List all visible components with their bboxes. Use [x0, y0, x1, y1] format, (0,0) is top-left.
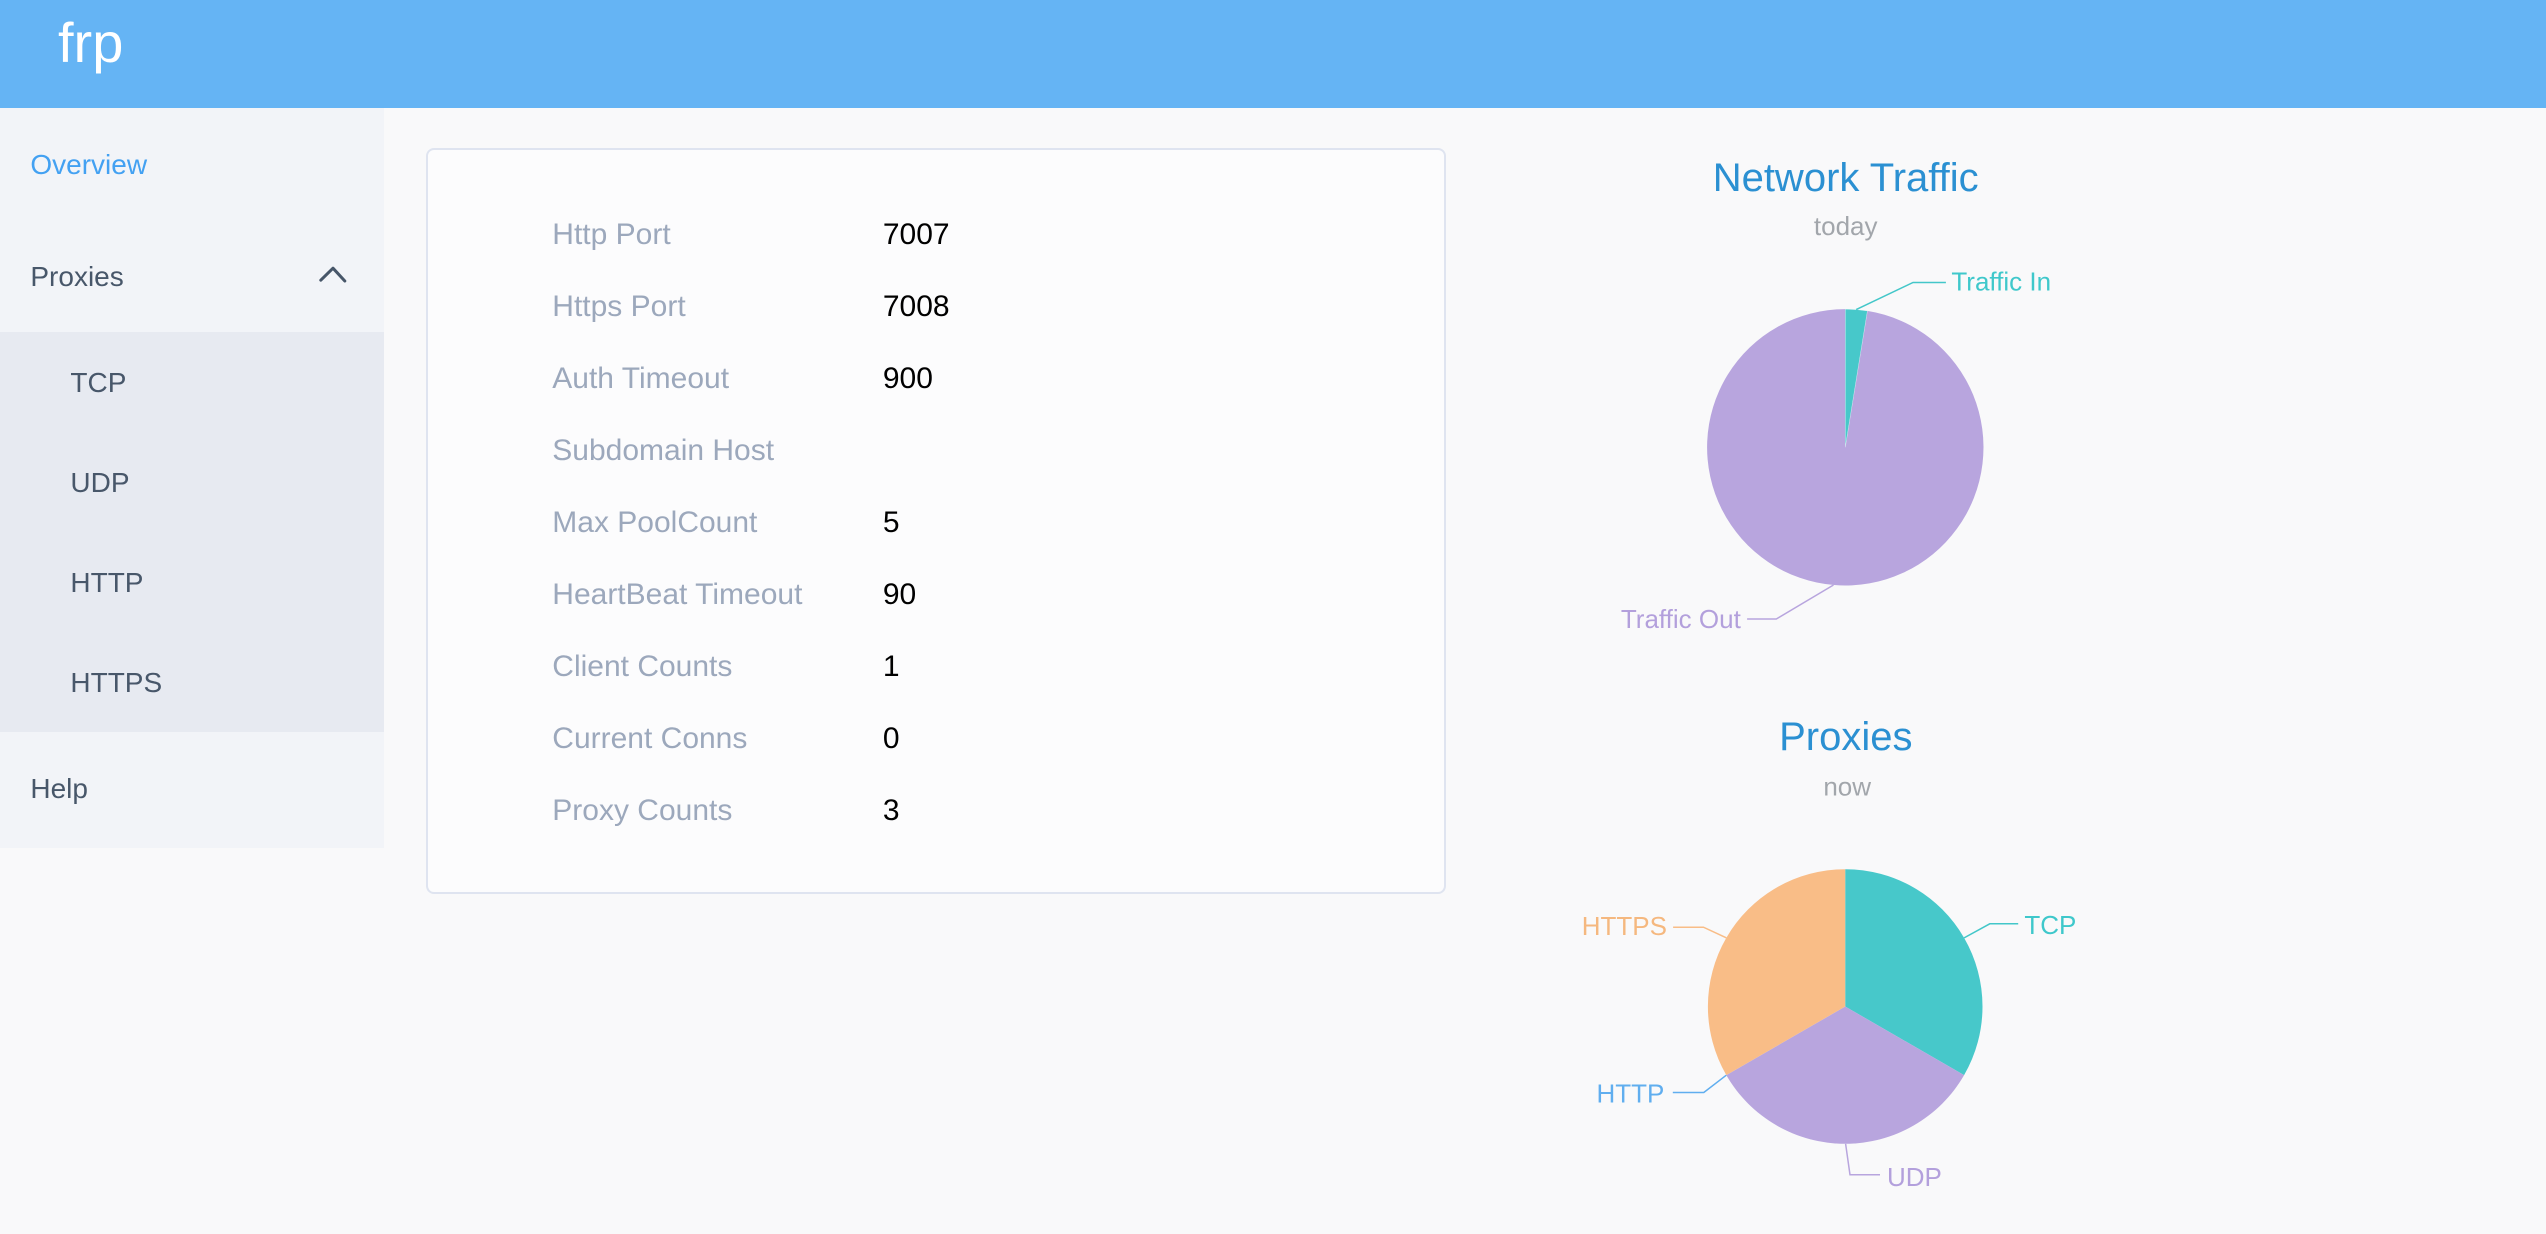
svg-text:Network Traffic: Network Traffic	[1713, 156, 1979, 200]
svg-text:Proxies: Proxies	[1779, 715, 1912, 759]
svg-text:today: today	[1814, 211, 1878, 241]
svg-text:HTTPS: HTTPS	[1582, 911, 1667, 941]
svg-text:UDP: UDP	[1887, 1162, 1942, 1192]
svg-text:Traffic In: Traffic In	[1951, 267, 2051, 297]
svg-text:now: now	[1823, 771, 1871, 801]
svg-text:TCP: TCP	[2024, 910, 2076, 940]
svg-text:HTTP: HTTP	[1597, 1078, 1665, 1108]
svg-text:Traffic Out: Traffic Out	[1621, 604, 1742, 634]
